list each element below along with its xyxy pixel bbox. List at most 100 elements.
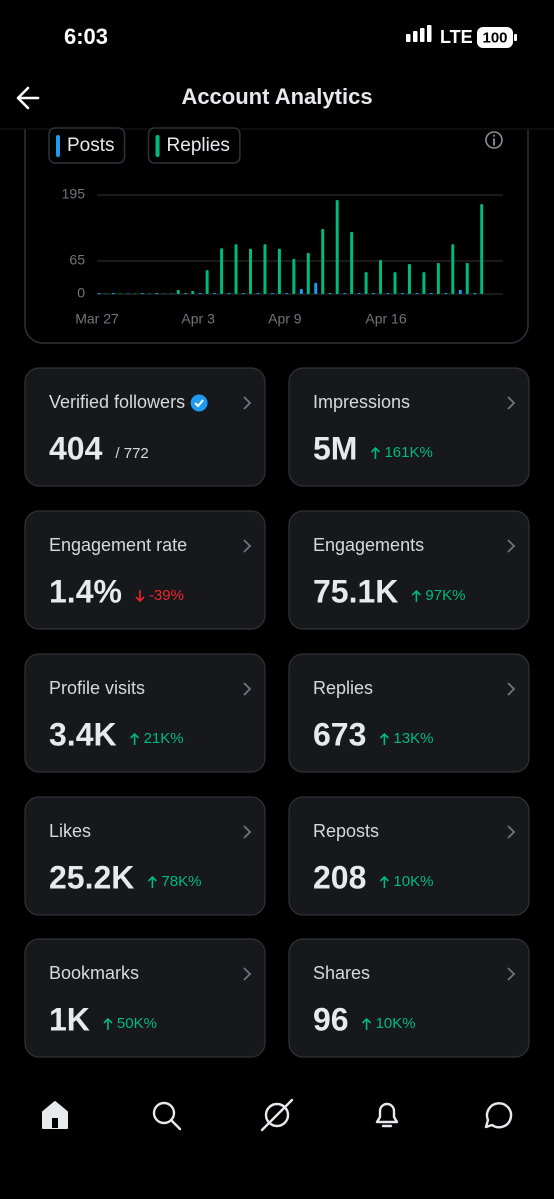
metric-card[interactable]: Profile visits 3.4K 21K% — [24, 653, 266, 773]
signal-bar — [420, 28, 425, 42]
bar — [198, 292, 202, 294]
metric-card[interactable]: Impressions 5M 161K% — [288, 367, 530, 487]
bar — [444, 292, 448, 294]
card-value: 1K — [49, 1001, 90, 1037]
verified-badge — [190, 394, 208, 412]
status-network: LTE — [440, 27, 473, 47]
bar — [350, 232, 354, 294]
x-tick-label: Apr 9 — [268, 311, 302, 327]
y-tick-label: 195 — [62, 186, 86, 202]
chevron — [243, 396, 252, 410]
card-label: Bookmarks — [49, 963, 139, 983]
nav-search-handle — [169, 1118, 182, 1131]
bar — [162, 293, 166, 294]
x-tick-label: Apr 3 — [181, 311, 215, 327]
bar — [480, 204, 484, 294]
card-change: 13K% — [393, 730, 433, 747]
nav-search[interactable] — [152, 1101, 176, 1125]
bar — [249, 248, 252, 294]
card-bg — [24, 510, 266, 630]
trend-arrow — [379, 875, 389, 888]
x-tick-label: Mar 27 — [75, 311, 119, 327]
bar — [104, 293, 108, 294]
bar — [465, 263, 469, 294]
metric-card[interactable]: Engagement rate 1.4% -39% — [24, 510, 266, 630]
card-value: 1.4% — [49, 573, 122, 609]
chevron — [243, 682, 252, 696]
back-button[interactable] — [16, 86, 40, 110]
battery — [477, 27, 513, 48]
bar — [147, 293, 151, 294]
card-bg — [24, 796, 266, 916]
card-value: 404 — [49, 430, 103, 466]
nav-home[interactable] — [42, 1101, 68, 1129]
bar — [126, 293, 130, 294]
bar — [357, 292, 361, 294]
card-label: Reposts — [313, 821, 379, 841]
legend-item: Replies — [147, 127, 241, 164]
card-bg — [288, 653, 530, 773]
trend-arrow — [103, 1017, 113, 1030]
bar — [118, 293, 122, 294]
y-tick-label: 65 — [69, 252, 85, 268]
card-value: 96 — [313, 1001, 349, 1037]
battery-tip — [514, 34, 517, 41]
card-value: 3.4K — [49, 716, 117, 752]
signal-bar — [413, 31, 418, 42]
trend-arrow — [147, 875, 157, 888]
bar — [169, 293, 173, 294]
nav-grok[interactable] — [264, 1102, 290, 1128]
card-value: 208 — [313, 859, 366, 895]
card-bg — [288, 510, 530, 630]
bar — [133, 293, 137, 294]
legend-label: Replies — [167, 135, 230, 156]
bar — [111, 292, 115, 294]
card-label: Engagements — [313, 535, 424, 555]
metric-card[interactable]: Likes 25.2K 78K% — [24, 796, 266, 916]
metric-card[interactable]: Verified followers 404 / 772 — [24, 367, 266, 487]
card-value: 25.2K — [49, 859, 134, 895]
card-label: Likes — [49, 821, 91, 841]
bar — [277, 248, 281, 294]
verified-check — [194, 399, 204, 408]
bar — [299, 288, 303, 294]
nav-grok-slash — [260, 1098, 294, 1132]
metric-card[interactable]: Shares 96 10K% — [288, 938, 530, 1058]
card-change: -39% — [149, 587, 184, 604]
bar — [176, 289, 180, 294]
bar — [242, 292, 245, 294]
signal-bar — [427, 25, 432, 42]
bar — [234, 244, 238, 294]
metric-card[interactable]: Reposts 208 10K% — [288, 796, 530, 916]
card-bg — [24, 653, 266, 773]
bar — [364, 272, 368, 294]
bar — [285, 292, 289, 294]
chevron — [507, 682, 516, 696]
metric-card[interactable]: Engagements 75.1K 97K% — [288, 510, 530, 630]
battery-level: 100 — [482, 29, 507, 46]
card-bg — [288, 938, 530, 1058]
metric-card[interactable]: Replies 673 13K% — [288, 653, 530, 773]
nav-home-door — [52, 1118, 58, 1128]
bar — [393, 272, 397, 294]
nav-notifications[interactable] — [375, 1102, 399, 1128]
bar — [155, 292, 159, 294]
card-change: 161K% — [384, 444, 432, 461]
info-icon[interactable] — [485, 131, 503, 149]
card-change: 21K% — [144, 730, 184, 747]
chevron — [507, 967, 516, 981]
bar — [436, 263, 440, 294]
bar — [292, 258, 296, 294]
bar — [415, 292, 419, 294]
metric-card[interactable]: Bookmarks 1K 50K% — [24, 938, 266, 1058]
home-indicator-spacer — [0, 1190, 554, 1199]
bar — [451, 244, 455, 294]
trend-arrow — [370, 446, 381, 459]
bar — [213, 292, 217, 294]
legend-swatch — [155, 135, 160, 157]
nav-messages[interactable] — [484, 1102, 513, 1129]
bar — [422, 272, 426, 294]
card-label: Engagement rate — [49, 535, 187, 555]
bar — [400, 292, 404, 294]
card-bg — [24, 938, 266, 1058]
